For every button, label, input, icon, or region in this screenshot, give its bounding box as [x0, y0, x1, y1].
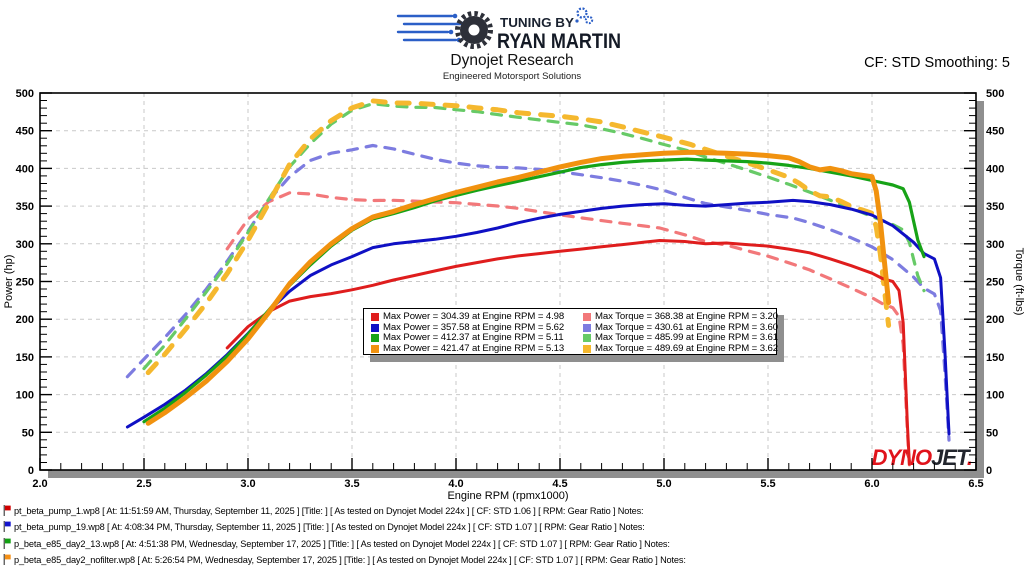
- y-left-tick-label: 200: [16, 314, 34, 326]
- legend-power-swatch-icon: [371, 323, 379, 332]
- gear-icon: [455, 11, 493, 49]
- y-axis-title-torque: Torque (ft-lbs): [1013, 248, 1024, 316]
- run-file-text: p_beta_e85_day2_13.wp8 [ At: 4:51:38 PM,…: [14, 538, 670, 549]
- tuning-by-ryan-martin-logo: TUNING BY RYAN MARTIN: [396, 7, 621, 53]
- series-torque-red: [225, 191, 911, 467]
- legend-power-entry: Max Power = 412.37 at Engine RPM = 5.11: [371, 333, 583, 344]
- series-torque-green: [142, 102, 926, 371]
- x-tick-label: 2.0: [32, 478, 47, 490]
- legend-row: Max Power = 412.37 at Engine RPM = 5.11 M…: [371, 333, 778, 344]
- y-left-tick-label: 250: [16, 277, 34, 289]
- legend-power-text: Max Power = 357.58 at Engine RPM = 5.62: [383, 321, 565, 333]
- x-tick-label: 5.5: [760, 478, 775, 490]
- plot-frame: [39, 92, 977, 471]
- run-file-text: p_beta_e85_day2_nofilter.wp8 [ At: 5:26:…: [14, 554, 686, 565]
- x-tick-label: 4.5: [552, 478, 567, 490]
- page-subtitle: Engineered Motorsport Solutions: [442, 71, 582, 82]
- logo-ryan-martin-text: RYAN MARTIN: [497, 30, 621, 53]
- y-right-tick-label: 200: [986, 314, 1004, 326]
- y-right-tick-label: 0: [986, 465, 992, 477]
- x-tick-label: 2.5: [136, 478, 151, 490]
- run-flag-icon: [3, 521, 11, 532]
- y-right-tick-label: 450: [986, 126, 1004, 138]
- dynojet-watermark: DYNOJET.: [872, 445, 972, 470]
- legend-power-swatch-icon: [371, 334, 379, 343]
- blue-gears-icon: [575, 7, 594, 25]
- legend-torque-entry: Max Torque = 485.99 at Engine RPM = 3.61: [583, 333, 778, 344]
- y-right-tick-label: 50: [986, 427, 998, 439]
- run-flag-icon: [3, 505, 11, 516]
- legend-row: Max Power = 304.39 at Engine RPM = 4.98 M…: [371, 311, 779, 323]
- legend-torque-swatch-icon: [583, 323, 591, 332]
- y-left-tick-label: 400: [16, 163, 34, 175]
- legend-power-text: Max Power = 412.37 at Engine RPM = 5.11: [383, 332, 564, 344]
- y-left-tick-label: 300: [16, 239, 34, 251]
- y-axis-title-power: Power (hp): [3, 255, 15, 309]
- legend-power-text: Max Power = 421.47 at Engine RPM = 5.13: [383, 342, 565, 354]
- x-axis-title: Engine RPM (rpmx1000): [447, 490, 568, 502]
- legend-torque-swatch-icon: [583, 345, 591, 354]
- legend-torque-swatch-icon: [583, 313, 591, 322]
- x-tick-label: 5.0: [656, 478, 671, 490]
- legend-torque-text: Max Torque = 368.38 at Engine RPM = 3.20: [595, 311, 779, 322]
- x-tick-label: 6.0: [864, 478, 879, 490]
- run-file-row: p_beta_e85_day2_13.wp8 [ At: 4:51:38 PM,…: [3, 538, 670, 549]
- page-title: Dynojet Research: [450, 52, 574, 69]
- legend-row: Max Power = 357.58 at Engine RPM = 5.62 M…: [371, 321, 779, 334]
- legend-power-entry: Max Power = 421.47 at Engine RPM = 5.13: [371, 342, 583, 355]
- y-right-tick-label: 250: [986, 277, 1004, 289]
- series-power-orange: [145, 149, 892, 426]
- x-tick-label: 3.5: [344, 478, 359, 490]
- run-file-text: pt_beta_pump_19.wp8 [ At: 4:08:34 PM, Th…: [14, 521, 645, 532]
- legend-power-swatch-icon: [371, 345, 379, 354]
- legend-power-text: Max Power = 304.39 at Engine RPM = 4.98: [383, 311, 565, 322]
- legend-torque-entry: Max Torque = 489.69 at Engine RPM = 3.62: [583, 342, 779, 355]
- y-left-tick-label: 0: [28, 465, 34, 477]
- legend-torque-text: Max Torque = 430.61 at Engine RPM = 3.60: [595, 321, 779, 333]
- legend-torque-swatch-icon: [583, 334, 591, 343]
- y-right-tick-label: 500: [986, 88, 1004, 100]
- legend-torque-text: Max Torque = 489.69 at Engine RPM = 3.62: [595, 342, 779, 354]
- legend-torque-text: Max Torque = 485.99 at Engine RPM = 3.61: [595, 332, 779, 344]
- y-right-tick-label: 350: [986, 201, 1004, 213]
- legend-power-entry: Max Power = 357.58 at Engine RPM = 5.62: [371, 321, 583, 334]
- run-flag-icon: [3, 554, 11, 565]
- y-left-tick-label: 450: [16, 126, 34, 138]
- legend-row: Max Power = 421.47 at Engine RPM = 5.13 M…: [371, 342, 779, 355]
- y-left-tick-label: 50: [22, 427, 34, 439]
- series-power-red: [225, 239, 911, 466]
- run-file-text: pt_beta_pump_1.wp8 [ At: 11:51:59 AM, Th…: [14, 505, 644, 516]
- series-torque-orange: [145, 98, 892, 376]
- legend-power-entry: Max Power = 304.39 at Engine RPM = 4.98: [371, 311, 583, 323]
- y-right-tick-label: 400: [986, 163, 1004, 175]
- speed-lines-icon: [396, 14, 462, 42]
- y-right-tick-label: 100: [986, 390, 1004, 402]
- y-left-tick-label: 100: [16, 390, 34, 402]
- cf-smoothing-note: CF: STD Smoothing: 5: [864, 55, 1010, 71]
- y-right-tick-label: 300: [986, 239, 1004, 251]
- x-tick-label: 4.0: [448, 478, 463, 490]
- y-left-tick-label: 350: [16, 201, 34, 213]
- x-tick-label: 6.5: [968, 478, 983, 490]
- legend-torque-entry: Max Torque = 430.61 at Engine RPM = 3.60: [583, 321, 779, 334]
- run-flag-icon: [3, 538, 11, 549]
- run-file-row: pt_beta_pump_19.wp8 [ At: 4:08:34 PM, Th…: [3, 521, 645, 532]
- run-file-row: pt_beta_pump_1.wp8 [ At: 11:51:59 AM, Th…: [3, 505, 644, 516]
- legend-torque-entry: Max Torque = 368.38 at Engine RPM = 3.20: [583, 311, 779, 323]
- x-tick-label: 3.0: [240, 478, 255, 490]
- y-left-tick-label: 500: [16, 88, 34, 100]
- run-file-row: p_beta_e85_day2_nofilter.wp8 [ At: 5:26:…: [3, 554, 686, 565]
- y-right-tick-label: 150: [986, 352, 1004, 364]
- legend-power-swatch-icon: [371, 313, 379, 322]
- logo-tuning-by-text: TUNING BY: [500, 16, 575, 30]
- legend-box: Max Power = 304.39 at Engine RPM = 4.98 M…: [363, 308, 779, 355]
- y-left-tick-label: 150: [16, 352, 34, 364]
